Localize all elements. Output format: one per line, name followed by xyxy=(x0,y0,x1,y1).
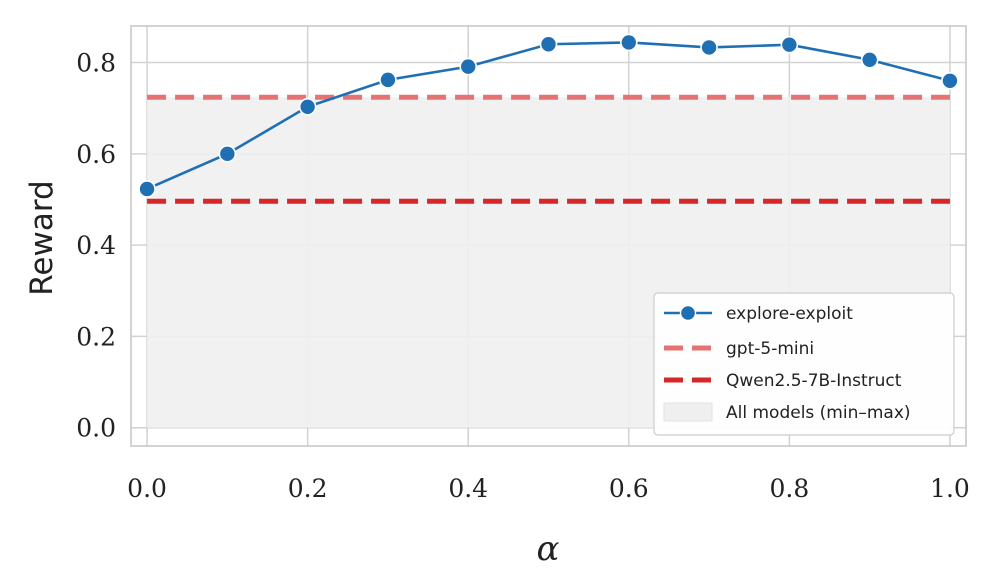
x-axis-label: α xyxy=(537,529,560,569)
data-point xyxy=(218,145,237,163)
x-tick-label: 0.2 xyxy=(288,474,328,503)
legend: explore-exploit gpt-5-mini Qwen2.5-7B-Inst… xyxy=(653,292,955,436)
x-tick-label: 0.4 xyxy=(448,474,488,503)
data-point xyxy=(619,33,638,52)
data-point xyxy=(780,35,799,54)
legend-box xyxy=(653,292,955,436)
data-point xyxy=(539,35,558,54)
y-tick-label: 0.6 xyxy=(76,140,116,169)
legend-label-reference: Qwen2.5-7B-Instruct xyxy=(726,371,902,391)
legend-handle-band xyxy=(663,402,713,422)
x-tick-label: 0.6 xyxy=(609,474,649,503)
data-point xyxy=(941,71,959,90)
data-point xyxy=(700,38,718,57)
plot-frame xyxy=(130,25,967,447)
legend-label-explore-exploit: explore-exploit xyxy=(726,304,853,324)
y-tick-label: 0.0 xyxy=(76,414,116,443)
x-tick-label: 0.8 xyxy=(769,474,809,503)
x-tick-label: 1.0 xyxy=(930,474,970,503)
legend-label-band: All models (min–max) xyxy=(726,403,911,423)
data-point xyxy=(379,71,397,89)
data-point xyxy=(860,50,879,69)
y-tick-label: 0.8 xyxy=(76,49,116,78)
data-point xyxy=(138,180,156,198)
legend-label-reference: gpt-5-mini xyxy=(726,339,814,359)
x-tick-label: 0.0 xyxy=(127,474,167,503)
data-point xyxy=(298,98,317,116)
legend-marker-explore-exploit xyxy=(679,304,697,322)
data-point xyxy=(459,57,478,76)
y-tick-label: 0.4 xyxy=(76,231,116,260)
y-tick-label: 0.2 xyxy=(76,322,116,351)
y-axis-label: Reward xyxy=(24,180,60,295)
